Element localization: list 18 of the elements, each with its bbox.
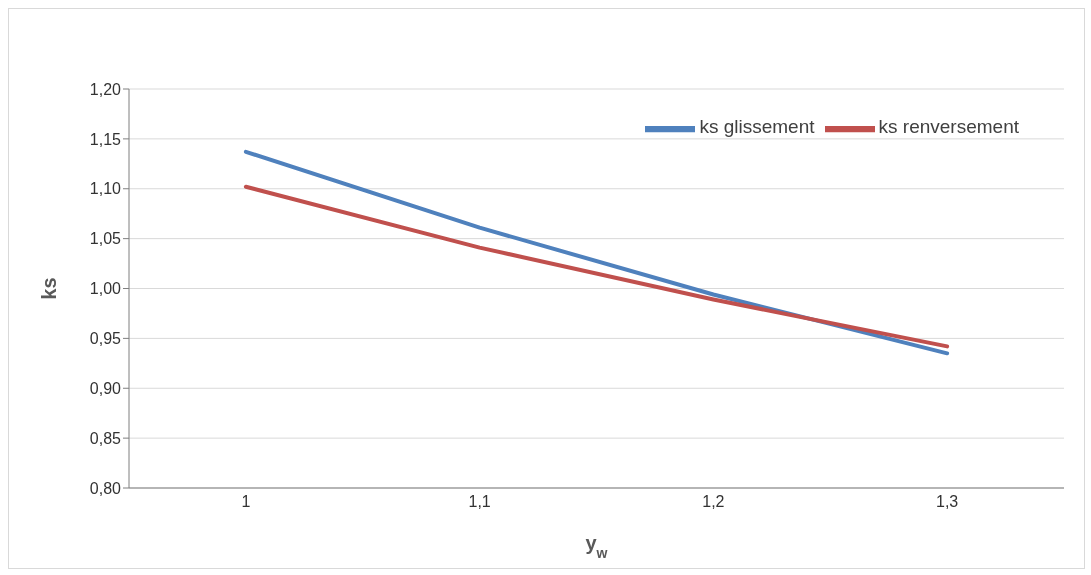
x-tick-label: 1,3	[936, 493, 959, 511]
y-tick-label: 0,85	[89, 429, 122, 447]
x-tick-label: 1,1	[468, 493, 491, 511]
y-tick-label: 0,95	[89, 330, 122, 348]
line-series	[243, 184, 950, 349]
legend-label: ks glissement	[699, 116, 815, 138]
y-axis-title: ks	[38, 277, 61, 300]
y-tick-label: 1,00	[89, 280, 122, 298]
x-axis-title: y$_{w}$	[585, 532, 608, 561]
x-tick-label: 1,2	[702, 493, 725, 511]
y-tick-label: 1,20	[89, 80, 122, 98]
y-tick-label: 0,80	[89, 479, 122, 497]
legend-label: ks renversement	[878, 116, 1019, 138]
y-tick-label: 1,05	[89, 230, 122, 248]
y-tick-label: 1,15	[89, 130, 122, 148]
y-tick-label: 0,90	[89, 379, 122, 397]
y-tick-label: 1,10	[89, 180, 122, 198]
x-tick-label: 1	[241, 493, 251, 511]
